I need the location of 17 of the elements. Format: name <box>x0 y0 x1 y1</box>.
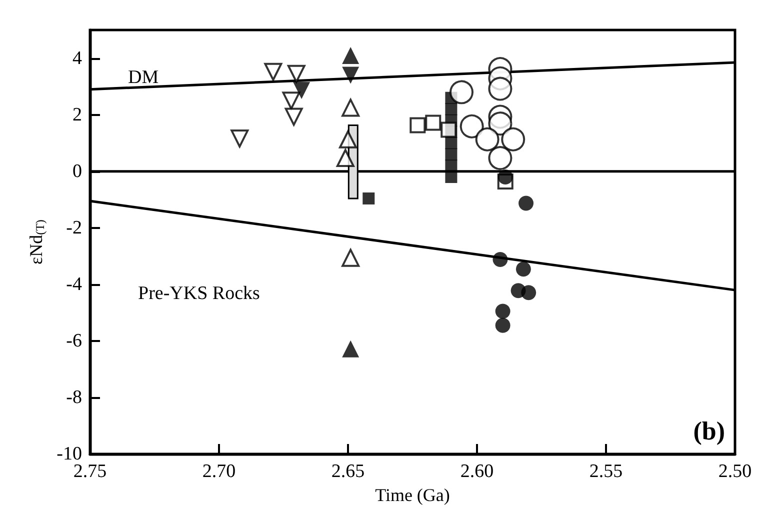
annotation: DM <box>128 67 159 88</box>
x-tick-label: 2.70 <box>202 461 236 482</box>
x-tick-label: 2.55 <box>589 461 623 482</box>
y-axis-title: εNd(T) <box>26 220 47 264</box>
annotation: Pre-YKS Rocks <box>138 283 260 304</box>
y-tick-label: 0 <box>72 160 82 182</box>
y-tick-label: -4 <box>66 274 82 295</box>
y-tick-label: -8 <box>66 386 82 408</box>
y-tick-label: -2 <box>66 217 82 238</box>
x-axis-title: Time (Ga) <box>375 484 450 505</box>
x-tick-label: 2.65 <box>331 461 365 482</box>
annotation: (b) <box>693 416 726 446</box>
y-tick-label: -6 <box>66 330 82 352</box>
x-tick-label: 2.50 <box>718 461 752 482</box>
x-tick-label: 2.60 <box>460 461 494 482</box>
y-tick-label: 4 <box>72 48 82 69</box>
y-tick-label: 2 <box>72 104 82 126</box>
